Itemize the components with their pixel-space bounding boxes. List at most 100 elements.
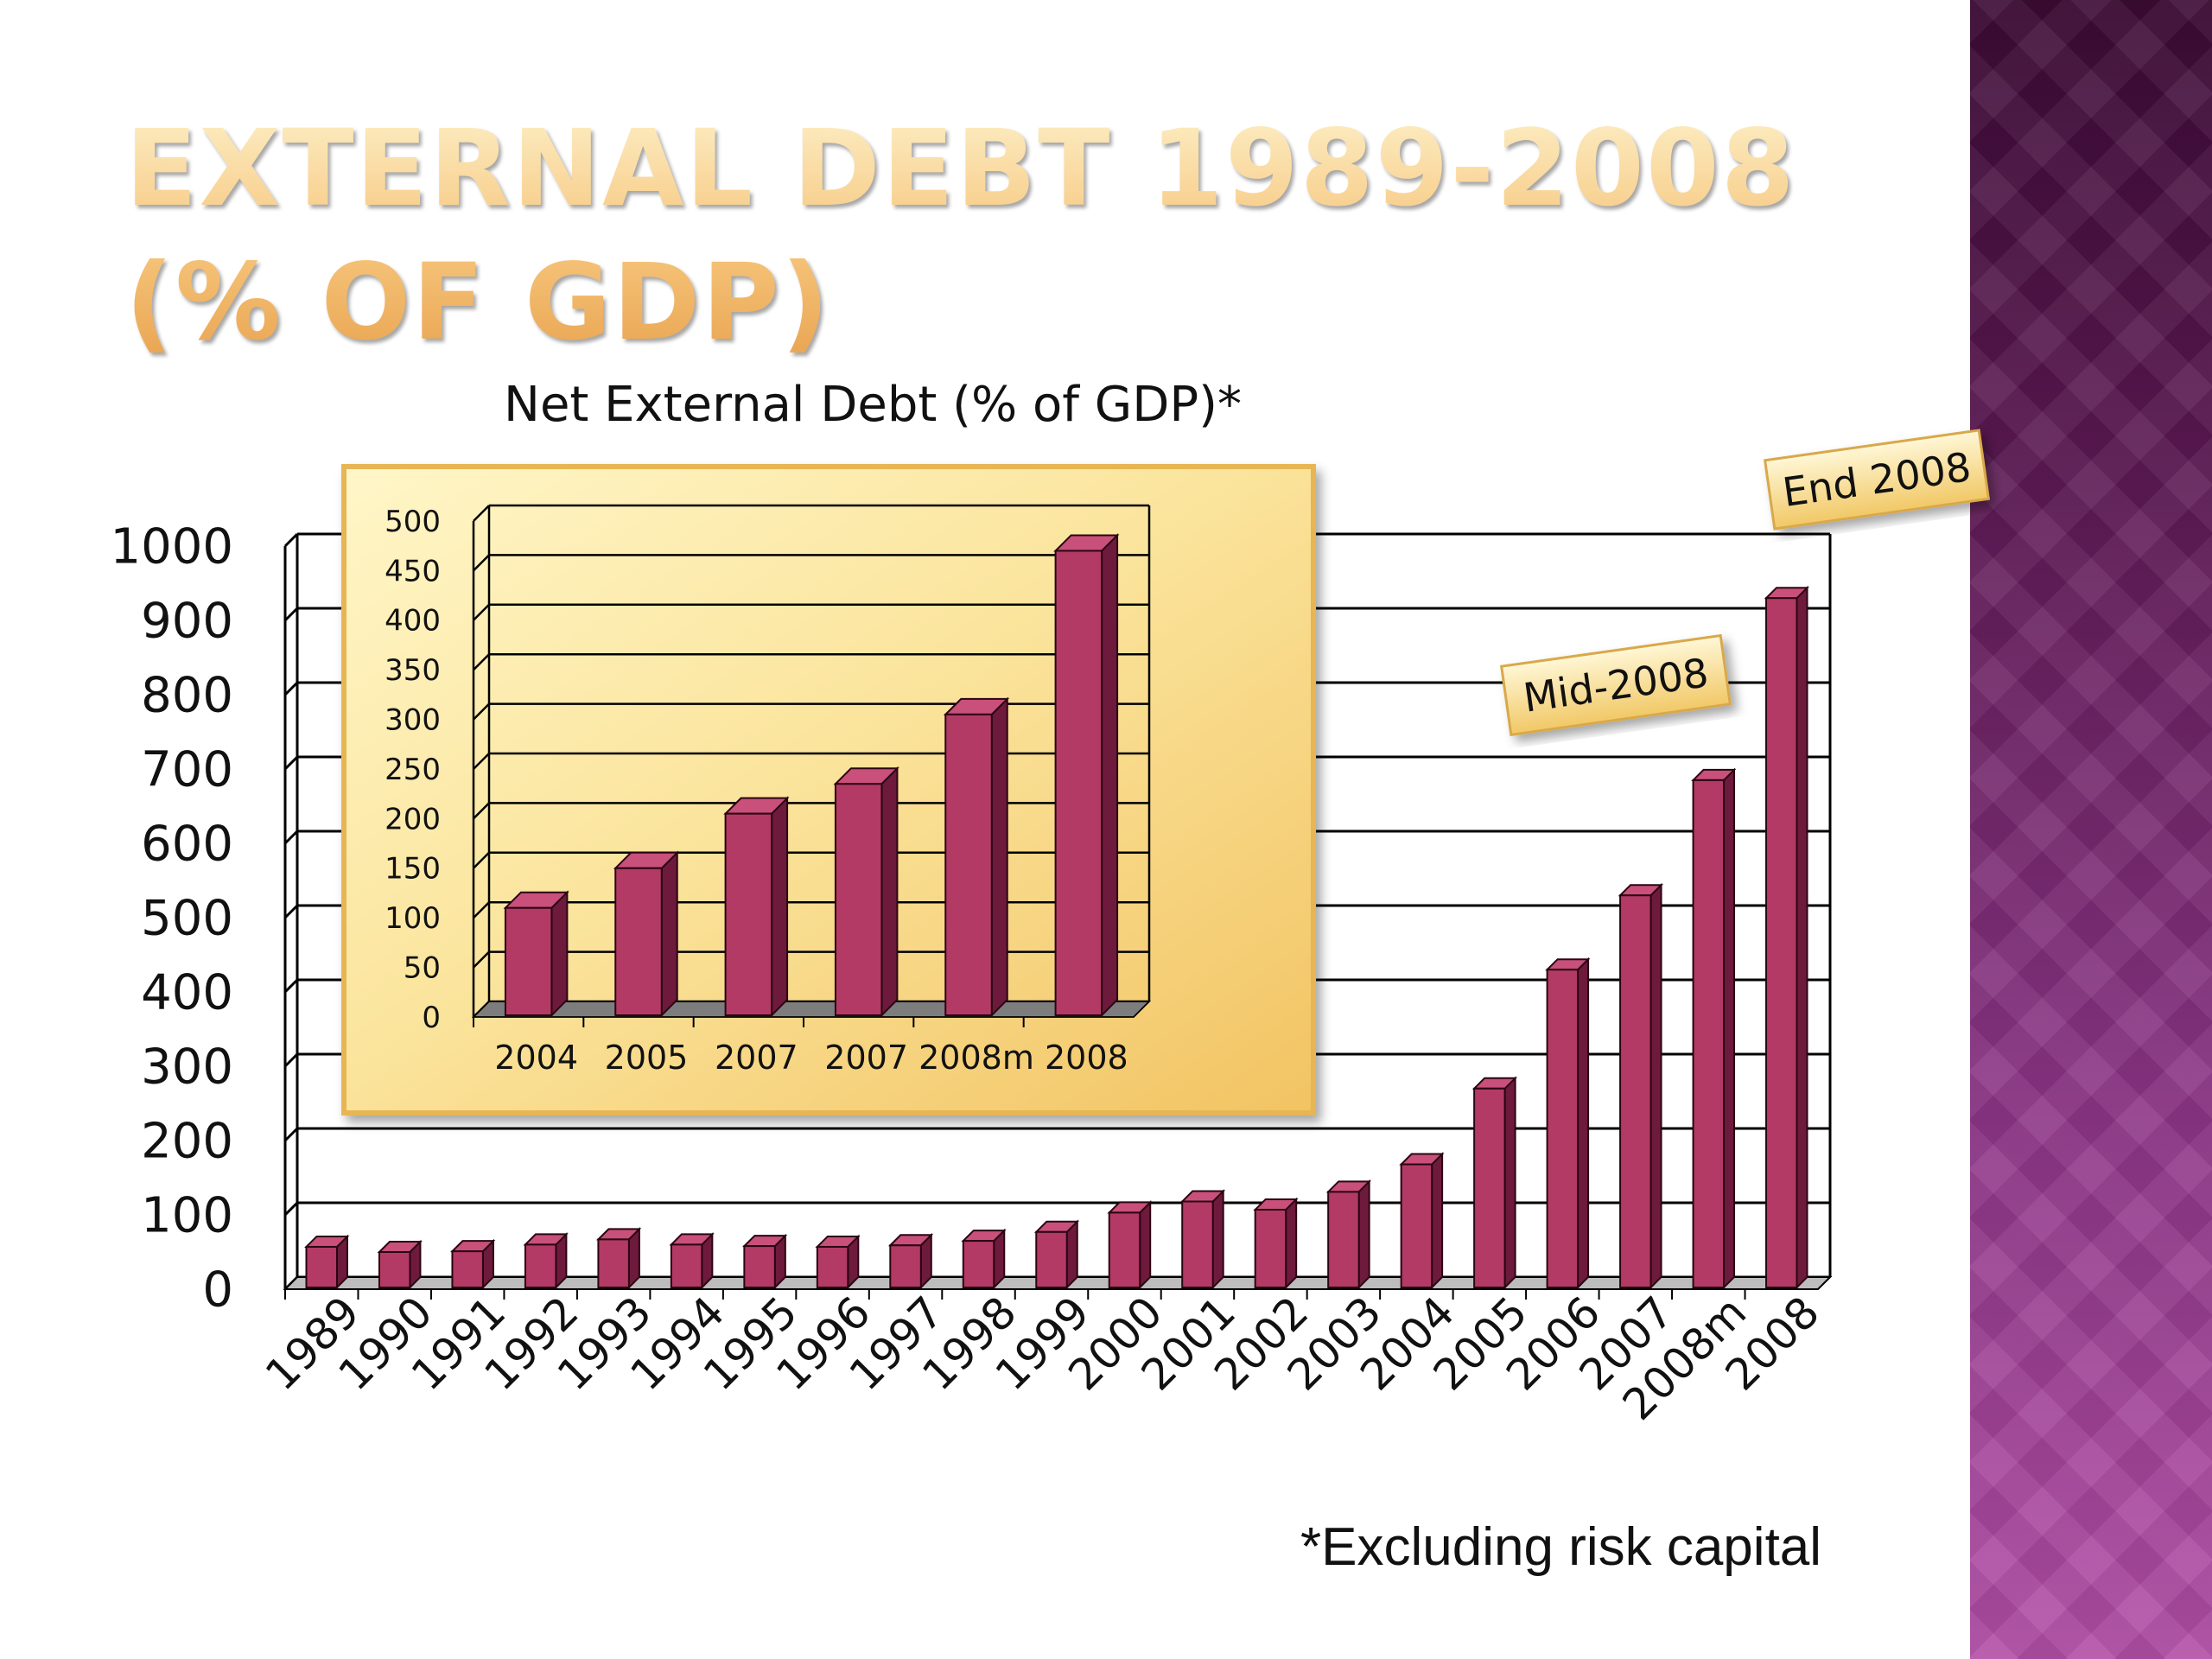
gridline-diag — [283, 1201, 299, 1217]
x-tick-label: 2008m — [918, 1039, 1034, 1077]
bar — [1035, 1230, 1068, 1289]
bar-side — [1431, 1152, 1444, 1290]
y-tick-label: 200 — [141, 1114, 233, 1170]
bar — [1108, 1211, 1141, 1289]
y-tick-label: 1000 — [110, 519, 233, 575]
bar-side — [550, 890, 569, 1018]
bar — [1619, 894, 1652, 1288]
bar — [1054, 550, 1103, 1016]
annotation-end-2008: End 2008 — [1763, 429, 1991, 531]
bar — [504, 906, 553, 1016]
y-tick-label: 500 — [141, 891, 233, 947]
bar — [1181, 1200, 1214, 1289]
x-tick-label: 2005 — [605, 1039, 689, 1077]
y-tick-label: 50 — [404, 951, 441, 986]
bar-side — [880, 766, 899, 1018]
y-tick-label: 350 — [385, 653, 441, 688]
y-tick-label: 100 — [141, 1188, 233, 1244]
gridline-diag — [283, 978, 299, 994]
gridline-diag — [473, 802, 490, 820]
gridline-diag — [473, 851, 490, 869]
y-tick-label: 600 — [141, 817, 233, 873]
y-tick-label: 800 — [141, 668, 233, 724]
y-tick-label: 900 — [141, 594, 233, 650]
bar — [524, 1243, 557, 1289]
bar — [944, 713, 993, 1016]
gridline-diag — [283, 681, 299, 696]
bar — [834, 783, 883, 1016]
gridline-diag — [283, 904, 299, 919]
bar — [1254, 1208, 1287, 1288]
y-tick-label: 700 — [141, 742, 233, 798]
y-tick-label: 100 — [385, 901, 441, 936]
gridline-diag — [283, 607, 299, 622]
x-tick-label: 2004 — [494, 1039, 578, 1077]
bar — [1400, 1163, 1433, 1289]
inset-chart-panel: 0 50 100 150 200 250 300 350 400 450 500 2004 2005 20… — [341, 464, 1316, 1116]
gridline-diag — [473, 950, 490, 969]
bar — [724, 812, 773, 1016]
bar — [614, 867, 663, 1016]
bar — [1765, 597, 1798, 1288]
bar-side — [990, 696, 1008, 1018]
x-tick-label: 2007 — [715, 1039, 798, 1077]
gridline-diag — [283, 1127, 299, 1142]
bar-side — [1285, 1197, 1298, 1290]
bar — [597, 1238, 630, 1289]
gridline-diag — [473, 653, 490, 671]
gridline-diag — [283, 532, 299, 548]
y-tick-label: 400 — [141, 965, 233, 1021]
chart-title: Net External Debt (% of GDP)* — [504, 377, 1242, 433]
bar — [1473, 1087, 1506, 1289]
bar — [1692, 779, 1726, 1288]
bar-side — [1357, 1179, 1370, 1290]
y-tick-label: 150 — [385, 852, 441, 887]
decorative-side-panel — [1970, 0, 2212, 1659]
gridline-diag — [473, 554, 490, 572]
bar — [816, 1245, 849, 1288]
gridline-diag — [473, 901, 490, 919]
annotation-mid-2008: Mid-2008 — [1499, 633, 1732, 737]
gridline-diag — [473, 702, 490, 721]
bar-side — [660, 850, 678, 1018]
bar-side — [1723, 767, 1736, 1290]
bar-side — [1503, 1076, 1516, 1290]
bar-side — [1796, 585, 1808, 1290]
bar-side — [1649, 882, 1662, 1290]
gridline-diag — [473, 505, 490, 522]
bar — [670, 1243, 703, 1289]
y-tick-label: 400 — [385, 604, 441, 639]
bar-side — [1139, 1200, 1152, 1290]
footnote: *Excluding risk capital — [1300, 1517, 1822, 1577]
bar — [378, 1251, 411, 1288]
x-tick-label: 2008 — [1045, 1039, 1128, 1077]
x-tick-label: 2007 — [824, 1039, 908, 1077]
bar-side — [1101, 533, 1119, 1018]
bar — [305, 1245, 338, 1288]
bar — [451, 1250, 484, 1289]
bar — [1327, 1191, 1360, 1288]
gridline-diag — [283, 1052, 299, 1068]
bar-side — [1577, 957, 1590, 1290]
y-tick-label: 500 — [385, 505, 441, 539]
bar — [1546, 969, 1580, 1288]
annotation-end-2008-box — [1763, 429, 1991, 531]
gridline-diag — [473, 603, 490, 621]
y-tick-label: 300 — [141, 1039, 233, 1096]
annotation-mid-2008-box — [1499, 633, 1732, 737]
bar — [889, 1244, 922, 1289]
bar — [743, 1245, 776, 1288]
gridline-diag — [283, 830, 299, 845]
y-tick-label: 250 — [385, 753, 441, 787]
y-tick-label: 0 — [202, 1262, 233, 1319]
y-tick-label: 300 — [385, 703, 441, 738]
chart-floor — [471, 1001, 1152, 1018]
y-tick-label: 200 — [385, 802, 441, 836]
inset-chart: 0 50 100 150 200 250 300 350 400 450 500 2004 2005 20… — [385, 504, 1152, 1077]
gridline-diag — [283, 755, 299, 771]
y-tick-label: 450 — [385, 554, 441, 588]
gridline-diag — [473, 753, 490, 770]
bar-side — [1211, 1189, 1224, 1290]
bar — [962, 1240, 995, 1288]
